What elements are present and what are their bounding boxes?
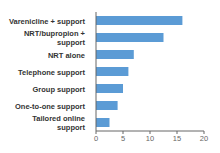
svg-text:0: 0	[94, 134, 98, 143]
svg-text:One-to-one support: One-to-one support	[15, 101, 85, 110]
svg-text:Tailored onlinesupport: Tailored onlinesupport	[32, 114, 85, 132]
svg-text:NRT/bupropion +support: NRT/bupropion +support	[24, 29, 86, 47]
svg-text:15: 15	[173, 134, 181, 143]
svg-text:Varenicline + support: Varenicline + support	[9, 16, 86, 25]
svg-text:Group support: Group support	[33, 84, 86, 93]
svg-text:20: 20	[200, 134, 208, 143]
svg-text:NRT alone: NRT alone	[48, 50, 85, 59]
svg-text:Telephone support: Telephone support	[18, 67, 85, 76]
svg-text:10: 10	[146, 134, 154, 143]
svg-text:5: 5	[121, 134, 125, 143]
